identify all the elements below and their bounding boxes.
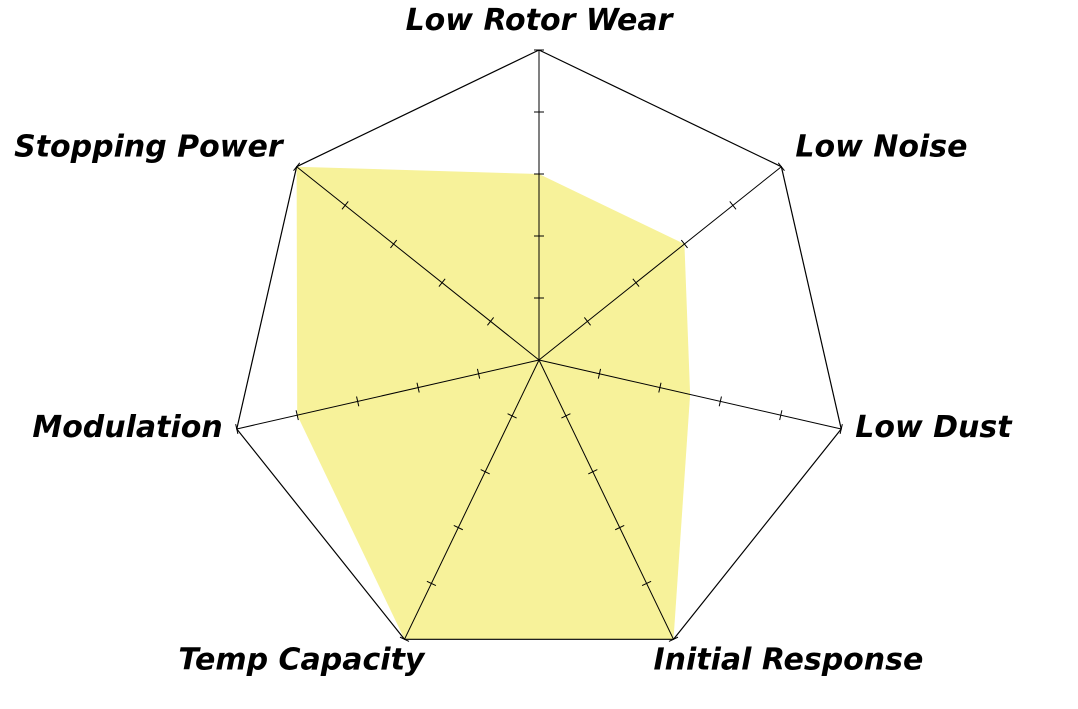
axis-label: Low Rotor Wear: [406, 3, 675, 38]
axis-label: Temp Capacity: [178, 642, 426, 677]
axis-label: Low Dust: [855, 410, 1013, 445]
radar-data-polygon: [297, 167, 690, 640]
radar-tick: [730, 201, 736, 209]
axis-label: Low Noise: [795, 130, 967, 165]
axis-label: Modulation: [32, 410, 222, 445]
axis-label: Stopping Power: [14, 130, 285, 165]
radar-chart: Low Rotor Wear Low Noise Low Dust Initial R…: [0, 0, 1078, 709]
axis-label: Initial Response: [654, 642, 924, 677]
radar-fill: [297, 167, 690, 640]
